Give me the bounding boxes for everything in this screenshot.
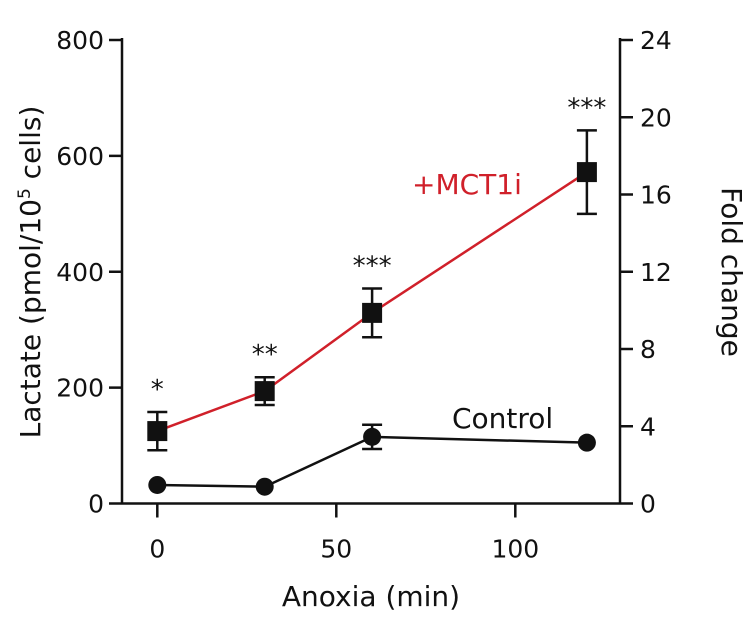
data-point-mct1i	[147, 421, 168, 442]
y2-axis-label: Fold change	[715, 187, 748, 357]
data-point-control	[363, 427, 382, 446]
data-point-control	[148, 475, 167, 494]
data-point-mct1i	[362, 302, 383, 323]
y-tick-label: 400	[56, 258, 104, 287]
y2-tick-label: 24	[640, 26, 672, 55]
significance-label: ***	[567, 93, 606, 123]
series-label-mct1i: +MCT1i	[412, 168, 522, 201]
data-point-mct1i	[576, 162, 597, 183]
data-point-control	[577, 433, 596, 452]
y-tick-label: 600	[56, 142, 104, 171]
axes: 0 200 400 600 800 0 4 8 12 16 20 24 0 50 100	[56, 26, 672, 564]
x-tick-label: 100	[491, 535, 539, 564]
significance-label: *	[151, 375, 164, 405]
x-axis-label: Anoxia (min)	[282, 580, 460, 613]
series-label-control: Control	[452, 402, 553, 435]
marks: *********	[147, 93, 606, 496]
series-line-control	[157, 435, 587, 488]
y-tick-label: 0	[88, 490, 104, 519]
y-tick-label: 800	[56, 26, 104, 55]
significance-label: **	[252, 340, 278, 370]
data-point-mct1i	[254, 381, 275, 402]
y2-tick-label: 4	[640, 412, 656, 441]
significance-label: ***	[353, 252, 392, 282]
y2-tick-label: 0	[640, 490, 656, 519]
series-line-mct1i	[156, 171, 588, 433]
x-tick-label: 0	[149, 535, 165, 564]
x-tick-label: 50	[320, 535, 352, 564]
data-point-control	[255, 477, 274, 496]
y2-tick-label: 8	[640, 335, 656, 364]
y-tick-label: 200	[56, 374, 104, 403]
y2-tick-label: 20	[640, 103, 672, 132]
y2-tick-label: 16	[640, 181, 672, 210]
y2-tick-label: 12	[640, 258, 672, 287]
y-axis-label: Lactate (pmol/105 cells)	[14, 106, 47, 439]
